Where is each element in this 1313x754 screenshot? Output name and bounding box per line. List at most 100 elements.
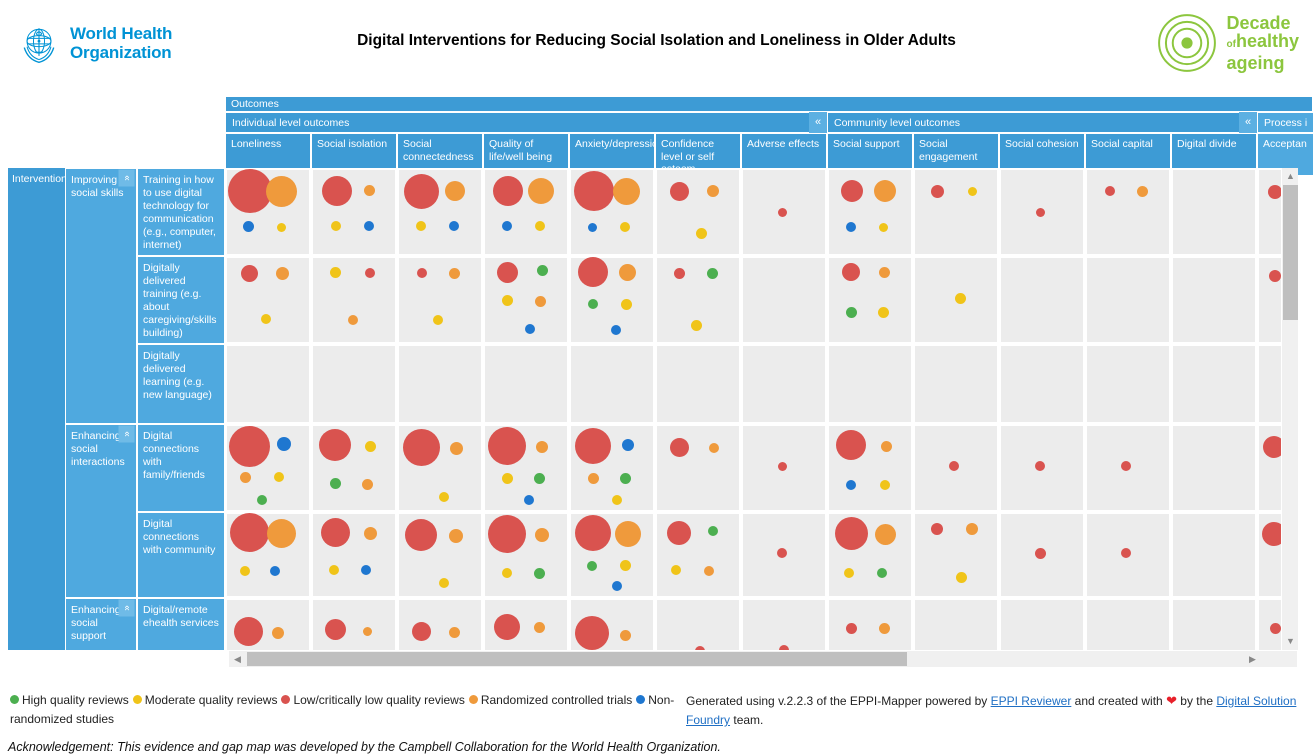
legend-item-3[interactable]: Randomized controlled trials [468,693,632,707]
horizontal-scrollbar[interactable]: ◀ ▶ [229,651,1297,667]
bubble-high[interactable] [533,472,545,484]
horizontal-scroll-thumb[interactable] [247,652,907,666]
bubble-low[interactable] [670,181,690,201]
eppi-reviewer-link[interactable]: EPPI Reviewer [990,694,1072,708]
bubble-rct[interactable] [267,519,297,549]
bubble-high[interactable] [587,560,598,571]
bubble-low[interactable] [931,184,945,198]
bubble-rct[interactable] [879,623,891,635]
bubble-low[interactable] [229,513,269,553]
row-header-3[interactable]: Digital connections with family/friends [137,424,225,512]
bubble-low[interactable] [494,613,521,640]
bubble-rct[interactable] [1137,185,1149,197]
bubble-rct[interactable] [620,629,632,641]
bubble-rct[interactable] [449,529,464,544]
bubble-mod[interactable] [878,307,890,319]
bubble-low[interactable] [1262,436,1285,458]
bubble-high[interactable] [877,568,888,579]
matrix-cell[interactable] [1173,170,1255,254]
bubble-mod[interactable] [364,440,376,452]
bubble-low[interactable] [842,263,861,282]
matrix-cell[interactable] [829,600,911,650]
bubble-mod[interactable] [276,223,286,233]
matrix-cell[interactable] [1087,258,1169,342]
bubble-high[interactable] [588,299,599,310]
scroll-left-arrow-icon[interactable]: ◀ [234,654,241,664]
bubble-mod[interactable] [273,472,284,483]
bubble-low[interactable] [845,622,857,634]
bubble-low[interactable] [1121,548,1132,559]
bubble-low[interactable] [233,616,263,646]
matrix-cell[interactable] [657,170,739,254]
bubble-low[interactable] [241,264,259,282]
bubble-mod[interactable] [967,186,977,196]
bubble-mod[interactable] [620,222,631,233]
matrix-cell[interactable] [399,346,481,422]
bubble-low[interactable] [575,428,612,465]
bubble-low[interactable] [320,518,350,548]
bubble-mod[interactable] [619,560,631,572]
matrix-cell[interactable] [485,346,567,422]
bubble-high[interactable] [329,478,341,490]
matrix-cell[interactable] [1173,346,1255,422]
bubble-mod[interactable] [330,266,342,278]
bubble-mod[interactable] [954,292,966,304]
matrix-cell[interactable] [1087,600,1169,650]
bubble-rct[interactable] [879,266,891,278]
bubble-low[interactable] [1104,186,1115,196]
bubble-rct[interactable] [527,178,554,204]
bubble-rct[interactable] [364,184,376,196]
bubble-low[interactable] [1121,461,1132,472]
matrix-cell[interactable] [313,258,395,342]
bubble-low[interactable] [673,267,685,279]
bubble-rct[interactable] [449,442,463,456]
bubble-mod[interactable] [670,564,681,575]
bubble-low[interactable] [694,645,705,650]
bubble-non[interactable] [269,566,280,577]
bubble-non[interactable] [363,221,374,232]
bubble-mod[interactable] [534,221,545,232]
bubble-high[interactable] [536,265,548,277]
bubble-non[interactable] [525,323,536,334]
bubble-non[interactable] [611,581,622,592]
bubble-low[interactable] [931,522,944,535]
bubble-high[interactable] [707,267,719,279]
matrix-cell[interactable] [829,346,911,422]
bubble-rct[interactable] [706,185,719,197]
bubble-rct[interactable] [704,565,715,576]
bubble-low[interactable] [779,644,789,650]
vertical-scrollbar[interactable]: ▲ ▼ [1281,168,1298,650]
bubble-low[interactable] [321,176,352,206]
scroll-up-arrow-icon[interactable]: ▲ [1286,171,1295,181]
bubble-low[interactable] [416,268,427,279]
matrix-cell[interactable] [829,170,911,254]
matrix-cell[interactable] [399,600,481,650]
bubble-mod[interactable] [621,298,633,310]
bubble-rct[interactable] [965,522,978,535]
matrix-cell[interactable] [227,258,309,342]
bubble-low[interactable] [777,461,787,471]
bubble-low[interactable] [488,514,527,553]
bubble-low[interactable] [411,621,431,641]
row-header-4[interactable]: Digital connections with community [137,512,225,598]
bubble-rct[interactable] [614,520,641,547]
matrix-cell[interactable] [657,346,739,422]
matrix-cell[interactable] [571,346,653,422]
matrix-cell[interactable] [1173,600,1255,650]
bubble-rct[interactable] [271,626,284,639]
bubble-non[interactable] [361,564,372,575]
bubble-low[interactable] [488,427,527,466]
bubble-low[interactable] [578,257,609,288]
matrix-cell[interactable] [915,346,997,422]
legend-item-0[interactable]: High quality reviews [10,693,129,707]
legend-item-2[interactable]: Low/critically low quality reviews [281,693,465,707]
bubble-low[interactable] [402,429,440,467]
bubble-low[interactable] [669,437,689,457]
bubble-low[interactable] [404,173,440,209]
bubble-rct[interactable] [449,627,461,639]
bubble-low[interactable] [1268,184,1283,199]
row-header-5[interactable]: Digital/remote ehealth services [137,598,225,650]
bubble-non[interactable] [448,221,459,232]
row-header-0[interactable]: Training in how to use digital technolog… [137,168,225,256]
bubble-mod[interactable] [690,319,702,331]
